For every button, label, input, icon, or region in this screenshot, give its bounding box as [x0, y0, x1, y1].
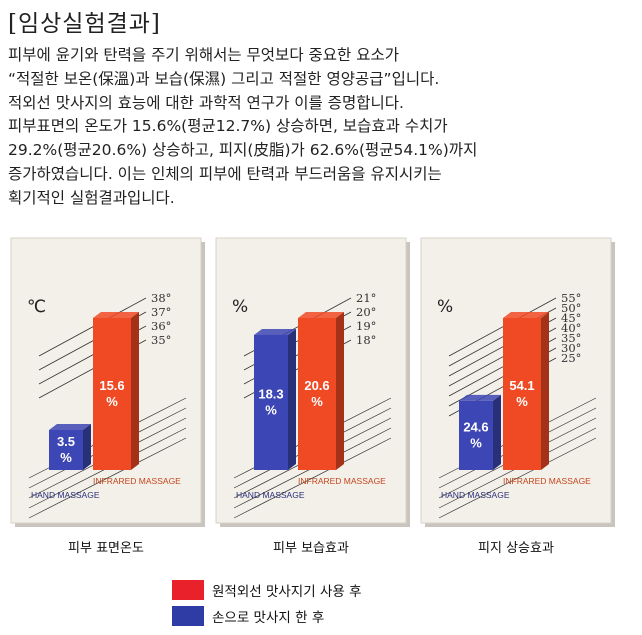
chart-caption-sebum: 피지 상승효과	[478, 541, 554, 556]
category-label: HAND MASSAGE	[236, 490, 305, 500]
unit-label: ℃	[27, 297, 46, 317]
legend: 원적외선 맛사지기 사용 후 손으로 맛사지 한 후	[172, 578, 362, 630]
legend-swatch-blue	[172, 606, 204, 626]
bar-top-face	[49, 424, 91, 430]
unit-label: %	[232, 297, 248, 317]
tick-label: 55°	[561, 291, 581, 305]
bar-top-face	[298, 312, 344, 318]
tick-label: 40°	[561, 321, 581, 335]
bar-data-label: %	[470, 435, 482, 450]
bar	[93, 318, 131, 470]
category-label: INFRARED MASSAGE	[298, 476, 386, 486]
bar-data-label: 20.6	[304, 378, 329, 393]
floor-line	[28, 437, 187, 519]
category-label: INFRARED MASSAGE	[503, 476, 591, 486]
bar	[49, 430, 83, 470]
bar-top-face	[254, 328, 296, 335]
bar-data-label: %	[311, 394, 323, 409]
bar-side-face	[541, 312, 549, 470]
tick-label: 35°	[561, 331, 581, 345]
tick-label: 18°	[356, 333, 376, 347]
comparison-charts: ℃ 38°37°36°35°3.5%15.6%HAND MASSAGEINFRAR…	[10, 237, 615, 527]
bar-side-face	[493, 394, 501, 470]
tick-label: 35°	[151, 333, 171, 347]
bar-side-face	[336, 312, 344, 470]
legend-label: 손으로 맛사지 한 후	[212, 610, 325, 626]
bar	[459, 400, 493, 470]
paragraph-line: 피부표면의 온도가 15.6%(평균12.7%) 상승하면, 보습효과 수치가	[8, 117, 448, 136]
bar-data-label: %	[60, 450, 72, 465]
bar-data-label: 54.1	[509, 378, 534, 393]
bar-side-face	[131, 312, 139, 470]
bar-data-label: %	[106, 394, 118, 409]
bar-data-label: 15.6	[99, 378, 124, 393]
bar	[503, 318, 541, 470]
bar-top-face	[459, 394, 501, 401]
bar-data-label: 24.6	[463, 419, 488, 434]
paragraph-line: 29.2%(평균20.6%) 상승하고, 피지(皮脂)가 62.6%(평균54.…	[8, 141, 478, 160]
unit-label: %	[437, 297, 453, 317]
legend-swatch-red	[172, 580, 204, 600]
tick-label: 45°	[561, 311, 581, 325]
chart-caption-temperature: 피부 표면온도	[68, 541, 144, 556]
category-label: HAND MASSAGE	[441, 490, 510, 500]
tick-label: 30°	[561, 341, 581, 355]
description-paragraph: 피부에 윤기와 탄력을 주기 위해서는 무엇보다 중요한 요소가 “적절한 보온…	[8, 44, 634, 211]
grid-line	[448, 297, 557, 357]
category-label: HAND MASSAGE	[31, 490, 100, 500]
paragraph-line: 적외선 맛사지의 효능에 대한 과학적 연구가 이를 증명합니다.	[8, 93, 404, 112]
tick-label: 38°	[151, 291, 171, 305]
legend-label: 원적외선 맛사지기 사용 후	[212, 584, 362, 600]
tick-label: 25°	[561, 351, 581, 365]
tick-label: 19°	[356, 319, 376, 333]
tick-label: 37°	[151, 305, 171, 319]
paragraph-line: 획기적인 실험결과입니다.	[8, 188, 175, 207]
tick-label: 50°	[561, 301, 581, 315]
chart-caption-moisture: 피부 보습효과	[273, 541, 349, 556]
bar-top-face	[93, 312, 139, 318]
tick-label: 36°	[151, 319, 171, 333]
bar-side-face	[83, 424, 91, 470]
paragraph-line: 증가하였습니다. 이는 인체의 피부에 탄력과 부드러움을 유지시키는	[8, 164, 442, 183]
bar-data-label: %	[265, 402, 277, 417]
bar-data-label: 18.3	[258, 386, 283, 401]
bar-side-face	[288, 328, 296, 470]
page-title: [임상실험결과]	[8, 11, 161, 37]
category-label: INFRARED MASSAGE	[93, 476, 181, 486]
paragraph-line: “적절한 보온(保溫)과 보습(保濕) 그리고 적절한 영양공급”입니다.	[8, 69, 440, 88]
tick-label: 21°	[356, 291, 376, 305]
bar	[254, 334, 288, 470]
paragraph-line: 피부에 윤기와 탄력을 주기 위해서는 무엇보다 중요한 요소가	[8, 46, 399, 64]
bar-data-label: 3.5	[57, 434, 75, 449]
bar-data-label: %	[516, 394, 528, 409]
legend-item-hand: 손으로 맛사지 한 후	[172, 604, 362, 628]
legend-item-infrared: 원적외선 맛사지기 사용 후	[172, 578, 362, 602]
grid-line	[38, 297, 147, 357]
floor-line	[438, 437, 597, 519]
floor-line	[233, 437, 392, 519]
bar-top-face	[503, 312, 549, 318]
bar	[298, 318, 336, 470]
tick-label: 20°	[356, 305, 376, 319]
